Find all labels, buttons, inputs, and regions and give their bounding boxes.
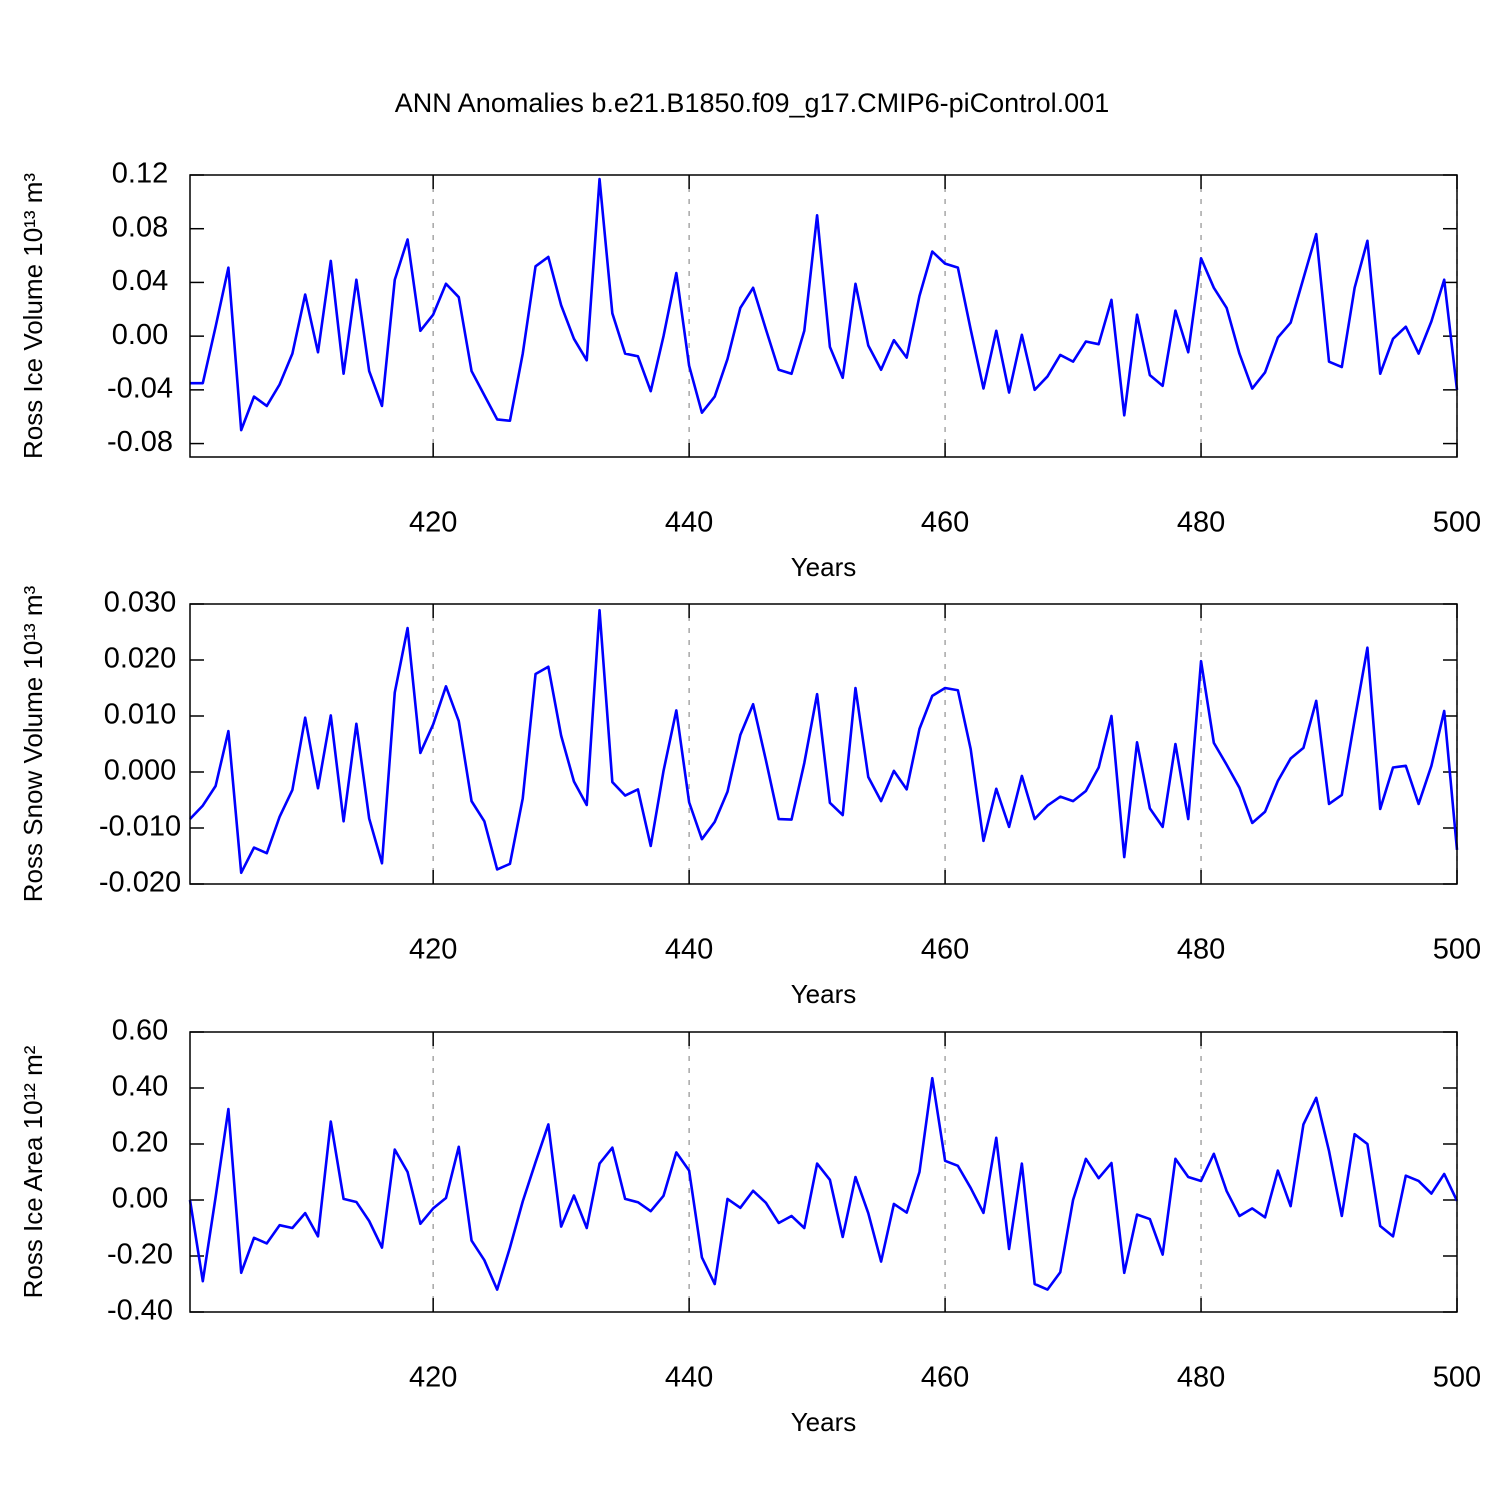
x-tick-label: 480 — [1177, 507, 1225, 539]
y-tick-label: 0.00 — [112, 1183, 168, 1215]
plot-frame — [189, 174, 1458, 458]
y-tick-label: 0.40 — [112, 1071, 168, 1103]
y-tick-label: 0.00 — [112, 319, 168, 351]
y-tick-label: -0.04 — [107, 373, 173, 405]
x-tick-label: 480 — [1177, 934, 1225, 966]
x-axis-label: Years — [791, 552, 857, 582]
data-line — [189, 608, 1459, 875]
y-tick-label: 0.020 — [104, 643, 177, 675]
y-tick-label: -0.020 — [99, 867, 181, 899]
x-tick-label: 440 — [665, 934, 713, 966]
x-tick-label: 460 — [921, 934, 969, 966]
y-tick-label: -0.40 — [107, 1295, 173, 1327]
y-tick-label: -0.08 — [107, 426, 173, 458]
data-line — [188, 1076, 1459, 1291]
y-tick-label: 0.010 — [104, 699, 177, 731]
y-tick-label: 0.12 — [112, 158, 168, 190]
y-axis-label: Ross Ice Area 10¹² m² — [18, 1045, 48, 1298]
y-tick-label: -0.20 — [107, 1239, 173, 1271]
x-tick-label: 460 — [921, 1362, 969, 1394]
x-axis-label: Years — [791, 1407, 857, 1437]
y-tick-label: -0.010 — [99, 811, 181, 843]
x-tick-label: 440 — [665, 507, 713, 539]
y-axis-label: Ross Snow Volume 10¹³ m³ — [18, 585, 48, 902]
x-tick-label: 500 — [1433, 1362, 1481, 1394]
plot-frame — [189, 603, 1458, 885]
y-tick-label: 0.08 — [112, 211, 168, 243]
x-tick-label: 420 — [409, 934, 457, 966]
y-tick-label: 0.030 — [104, 587, 177, 619]
y-tick-label: 0.20 — [112, 1127, 168, 1159]
x-tick-label: 420 — [409, 507, 457, 539]
plot-frame — [189, 1031, 1458, 1313]
y-tick-label: 0.000 — [104, 755, 177, 787]
x-tick-label: 500 — [1433, 507, 1481, 539]
x-tick-label: 500 — [1433, 934, 1481, 966]
x-tick-label: 420 — [409, 1362, 457, 1394]
figure-title: ANN Anomalies b.e21.B1850.f09_g17.CMIP6-… — [395, 88, 1109, 118]
y-tick-label: 0.04 — [112, 265, 168, 297]
data-line — [190, 177, 1459, 432]
x-tick-label: 440 — [665, 1362, 713, 1394]
x-tick-label: 480 — [1177, 1362, 1225, 1394]
x-tick-label: 460 — [921, 507, 969, 539]
y-tick-label: 0.60 — [112, 1015, 168, 1047]
y-axis-label: Ross Ice Volume 10¹³ m³ — [18, 173, 48, 459]
x-axis-label: Years — [791, 979, 857, 1009]
